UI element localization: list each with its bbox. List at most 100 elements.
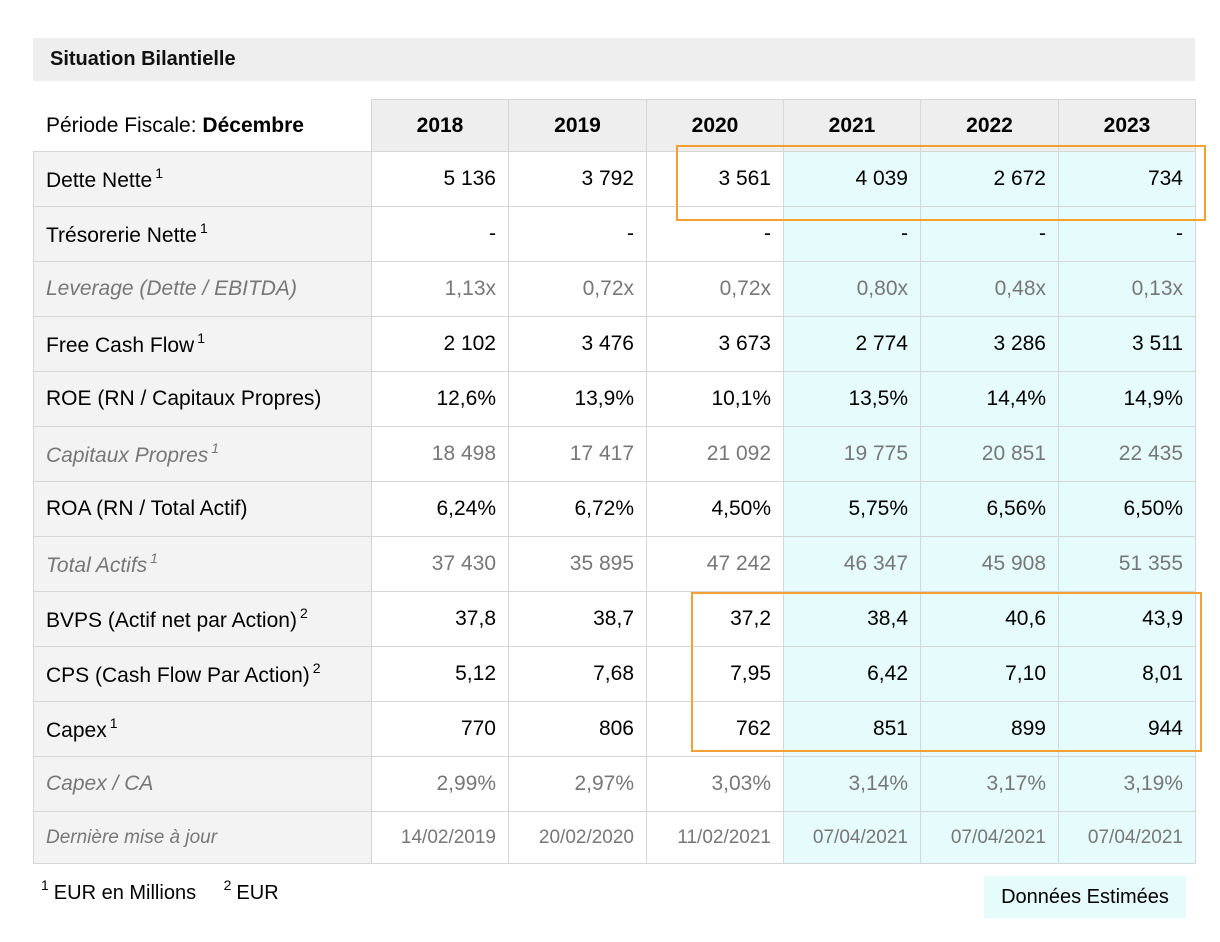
row-label-text: Dette Nette	[46, 169, 153, 192]
footnote-text: EUR en Millions	[53, 882, 197, 904]
value-cell: 3 476	[508, 316, 647, 372]
value-cell: 07/04/2021	[783, 811, 921, 864]
value-cell: 0,48x	[920, 261, 1059, 317]
value-cell: 3 511	[1058, 316, 1196, 372]
table-row: Capex 1 770 806 762 851 899 944	[33, 701, 1196, 757]
estimated-data-legend: Données Estimées	[984, 876, 1186, 918]
value-cell: 7,10	[920, 646, 1059, 702]
value-cell: 770	[371, 701, 509, 757]
value-cell: 2,97%	[508, 756, 647, 812]
value-cell: 12,6%	[371, 371, 509, 427]
row-label: Leverage (Dette / EBITDA)	[33, 261, 372, 317]
table-row: Trésorerie Nette 1- - - - - -	[33, 206, 1196, 262]
value-cell: 21 092	[646, 426, 784, 482]
value-cell: 11/02/2021	[646, 811, 784, 864]
table-row: ROA (RN / Total Actif) 6,24% 6,72% 4,50% 5,7…	[33, 481, 1196, 537]
header-row: Période Fiscale: Décembre 2018 2019 2020…	[33, 99, 1196, 152]
value-cell: -	[508, 206, 647, 262]
table-row: ROE (RN / Capitaux Propres) 12,6% 13,9% 10,…	[33, 371, 1196, 427]
footnote-ref: 2	[312, 660, 321, 676]
value-cell: 07/04/2021	[1058, 811, 1196, 864]
footnote-ref: 1	[211, 440, 220, 456]
value-cell: 38,4	[783, 591, 921, 647]
value-cell: 14,4%	[920, 371, 1059, 427]
value-cell: 4 039	[783, 151, 921, 207]
value-cell: 0,72x	[508, 261, 647, 317]
footnotes: 1 EUR en Millions 2 EUR	[41, 877, 301, 905]
row-label: BVPS (Actif net par Action) 2	[33, 591, 372, 647]
row-label-text: BVPS (Actif net par Action)	[46, 609, 297, 632]
row-label: Dernière mise à jour	[33, 811, 372, 864]
value-cell: 22 435	[1058, 426, 1196, 482]
fiscal-period-label: Période Fiscale:	[46, 113, 197, 137]
value-cell: 3 561	[646, 151, 784, 207]
value-cell: 51 355	[1058, 536, 1196, 592]
value-cell: 17 417	[508, 426, 647, 482]
year-header: 2021	[783, 99, 921, 152]
value-cell: 5,12	[371, 646, 509, 702]
value-cell: 0,72x	[646, 261, 784, 317]
footnote-ref: 1	[155, 165, 164, 181]
value-cell: 14,9%	[1058, 371, 1196, 427]
table-row: Leverage (Dette / EBITDA) 1,13x 0,72x 0,72x…	[33, 261, 1196, 317]
footnote-ref: 1	[197, 330, 206, 346]
value-cell: 3 286	[920, 316, 1059, 372]
value-cell: 2 774	[783, 316, 921, 372]
row-label-text: ROA (RN / Total Actif)	[46, 497, 248, 520]
value-cell: 3,19%	[1058, 756, 1196, 812]
table-row: Capex / CA 2,99% 2,97% 3,03% 3,14% 3,17% 3,19%	[33, 756, 1196, 812]
value-cell: 20 851	[920, 426, 1059, 482]
value-cell: 46 347	[783, 536, 921, 592]
value-cell: 0,80x	[783, 261, 921, 317]
row-label-text: Capex / CA	[46, 772, 154, 795]
footnote: 1 EUR en Millions	[41, 877, 197, 904]
value-cell: 3,17%	[920, 756, 1059, 812]
highlight-box-per-share	[691, 592, 1202, 752]
value-cell: 944	[1058, 701, 1196, 757]
fiscal-period: Période Fiscale: Décembre	[33, 99, 372, 152]
row-label-text: CPS (Cash Flow Par Action)	[46, 664, 310, 687]
row-label: CPS (Cash Flow Par Action) 2	[33, 646, 372, 702]
row-label-text: Free Cash Flow	[46, 334, 195, 357]
value-cell: 37,8	[371, 591, 509, 647]
year-header: 2022	[920, 99, 1059, 152]
value-cell: 2,99%	[371, 756, 509, 812]
value-cell: 4,50%	[646, 481, 784, 537]
value-cell: 3 673	[646, 316, 784, 372]
footnote-text: EUR	[236, 882, 279, 904]
footnote-ref: 1	[199, 220, 208, 236]
value-cell: 3 792	[508, 151, 647, 207]
row-label: Trésorerie Nette 1	[33, 206, 372, 262]
footnote-ref: 1	[109, 715, 118, 731]
value-cell: 734	[1058, 151, 1196, 207]
value-cell: 18 498	[371, 426, 509, 482]
table-row: CPS (Cash Flow Par Action) 2 5,12 7,68 7,95 6…	[33, 646, 1196, 702]
value-cell: 40,6	[920, 591, 1059, 647]
row-label-text: Leverage (Dette / EBITDA)	[46, 277, 297, 300]
footnote-ref: 1	[150, 550, 158, 566]
value-cell: 13,9%	[508, 371, 647, 427]
row-label-text: Dernière mise à jour	[46, 826, 218, 848]
row-label: Total Actifs 1	[33, 536, 372, 592]
row-label-text: Capex	[46, 719, 107, 742]
year-header: 2019	[508, 99, 647, 152]
row-label: Dette Nette 1	[33, 151, 372, 207]
row-label: Free Cash Flow 1	[33, 316, 372, 372]
value-cell: 47 242	[646, 536, 784, 592]
value-cell: 806	[508, 701, 647, 757]
year-header: 2023	[1058, 99, 1196, 152]
footnote-mark: 2	[223, 877, 232, 893]
value-cell: 37 430	[371, 536, 509, 592]
value-cell: 7,95	[646, 646, 784, 702]
value-cell: 8,01	[1058, 646, 1196, 702]
value-cell: 2 672	[920, 151, 1059, 207]
value-cell: -	[920, 206, 1059, 262]
value-cell: 13,5%	[783, 371, 921, 427]
table-row: BVPS (Actif net par Action) 2 37,8 38,7 37,2…	[33, 591, 1196, 647]
value-cell: 6,72%	[508, 481, 647, 537]
row-label: Capex / CA	[33, 756, 372, 812]
table-row: Capitaux Propres 1 18 498 17 417 21 092 19 77…	[33, 426, 1196, 482]
table-row: Dernière mise à jour 14/02/2019 20/02/2020…	[33, 811, 1196, 864]
value-cell: -	[371, 206, 509, 262]
table-row: Total Actifs 1 37 430 35 895 47 242 46 347 45 …	[33, 536, 1196, 592]
